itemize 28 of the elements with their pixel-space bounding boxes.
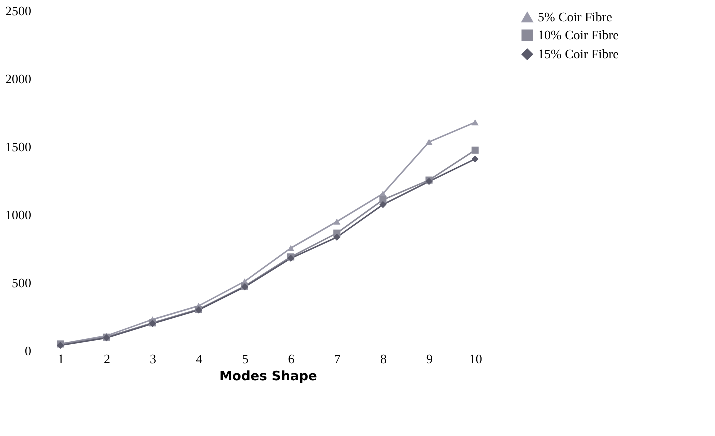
x-tick-label: 6 bbox=[288, 352, 296, 366]
y-tick-label: 500 bbox=[12, 276, 32, 290]
point bbox=[472, 156, 479, 163]
y-tick-label: 1000 bbox=[6, 208, 32, 222]
point bbox=[334, 218, 341, 225]
x-tick-label: 3 bbox=[150, 352, 157, 366]
x-tick-label: 9 bbox=[426, 352, 434, 366]
x-tick-label: 5 bbox=[242, 352, 249, 366]
x-tick-label: 2 bbox=[104, 352, 110, 366]
x-tick-label: 7 bbox=[334, 352, 342, 366]
legend-label: 10% Coir Fibre bbox=[538, 28, 620, 42]
x-tick-label: 4 bbox=[196, 352, 204, 366]
y-tick-label: 1500 bbox=[6, 140, 32, 154]
legend-label: 5% Coir Fibre bbox=[538, 10, 613, 24]
x-tick-label: 8 bbox=[380, 352, 387, 366]
point bbox=[380, 201, 387, 208]
y-tick-label: 2500 bbox=[6, 4, 32, 18]
point bbox=[288, 245, 295, 252]
legend-label: 15% Coir Fibre bbox=[538, 46, 620, 62]
x-tick-label: 1 bbox=[58, 352, 64, 366]
y-tick-label: 2000 bbox=[6, 72, 32, 86]
point bbox=[334, 234, 341, 241]
point bbox=[472, 119, 479, 126]
point bbox=[426, 139, 433, 146]
x-tick-label: 10 bbox=[469, 352, 482, 366]
point bbox=[472, 146, 479, 154]
x-axis-title: Modes Shape bbox=[220, 370, 318, 384]
y-tick-label: 0 bbox=[25, 344, 32, 358]
